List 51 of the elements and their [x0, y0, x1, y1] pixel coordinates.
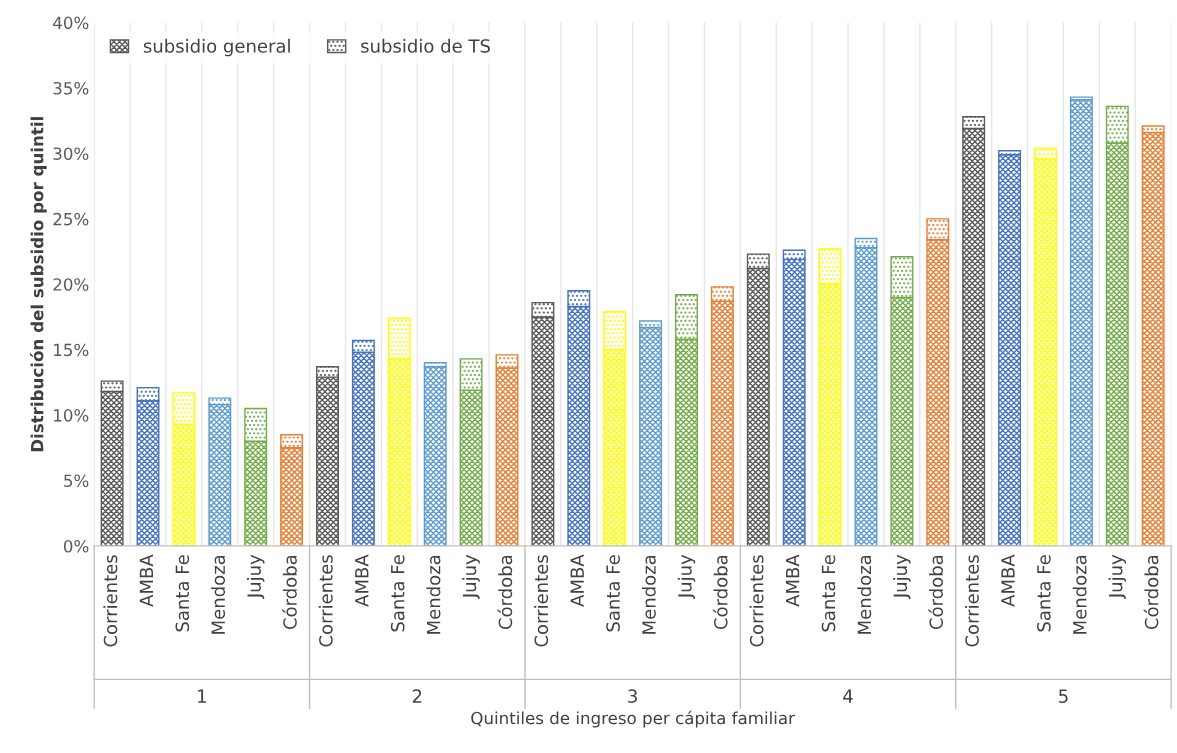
y-tick-label: 40%	[53, 16, 89, 30]
text: 2	[412, 689, 422, 703]
x-tick-label: AMBA	[1001, 554, 1015, 607]
bar	[1069, 99, 1093, 546]
y-axis-title: Distribución del subsidio por quintil	[29, 117, 47, 452]
x-tick-label: AMBA	[355, 554, 369, 607]
x-tick-label: Mendoza	[641, 555, 656, 634]
x-tick-label: Córdoba	[928, 555, 944, 630]
x-tick-label: Santa Fe	[821, 555, 836, 632]
x-tick-label: AMBA	[786, 554, 800, 607]
x-tick-label: Mendoza	[426, 555, 441, 634]
y-tick-label: 0%	[63, 539, 89, 553]
y-tick-label: 15%	[54, 343, 89, 357]
x-tick-label: Jujuy	[1108, 554, 1126, 600]
text: 3	[628, 689, 637, 703]
x-tick-label: Corrientes	[964, 555, 979, 647]
x-tick-label: Corrientes	[749, 555, 764, 647]
x-tick-label: Corrientes	[534, 555, 549, 647]
y-tick-label: 5%	[64, 474, 89, 488]
x-tick-label: Corrientes	[103, 555, 118, 647]
x-tick-label: Santa Fe	[606, 555, 620, 632]
y-tick-label: 25%	[53, 212, 89, 226]
x-tick-label: Jujuy	[462, 554, 480, 600]
x-tick-label: Jujuy	[893, 554, 911, 600]
y-tick-label: 20%	[53, 278, 89, 291]
x-tick-label: Santa Fe	[390, 555, 405, 632]
x-tick-label: Corrientes	[318, 555, 333, 647]
y-tick-label: 35%	[53, 81, 89, 95]
x-tick-label: Mendoza	[1072, 555, 1087, 634]
x-tick-label: Córdoba	[712, 555, 728, 630]
x-axis-title: Quintiles de ingreso per cápita familiar	[471, 710, 795, 728]
x-tick-label: Jujuy	[246, 554, 265, 600]
bar	[423, 365, 447, 546]
legend-label: subsidio de TS	[361, 38, 490, 53]
x-tick-label: Córdoba	[282, 555, 297, 630]
bar	[998, 154, 1022, 546]
x-tick-label: AMBA	[570, 554, 584, 607]
x-tick-label: Santa Fe	[175, 555, 190, 632]
x-tick-label: Mendoza	[857, 555, 872, 634]
text: 1	[198, 689, 206, 703]
legend-label: subsidio general	[143, 38, 290, 57]
x-tick-label: Mendoza	[211, 555, 226, 634]
x-tick-label: Santa Fe	[1037, 555, 1051, 632]
x-tick-label: Córdoba	[1143, 555, 1159, 630]
x-tick-label: Jujuy	[677, 554, 696, 600]
y-tick-label: 10%	[54, 409, 89, 422]
text: 5	[1059, 689, 1068, 703]
y-tick-label: 30%	[53, 147, 89, 160]
x-tick-label: AMBA	[139, 554, 153, 607]
text: 4	[843, 689, 853, 703]
x-tick-label: Córdoba	[497, 555, 513, 630]
